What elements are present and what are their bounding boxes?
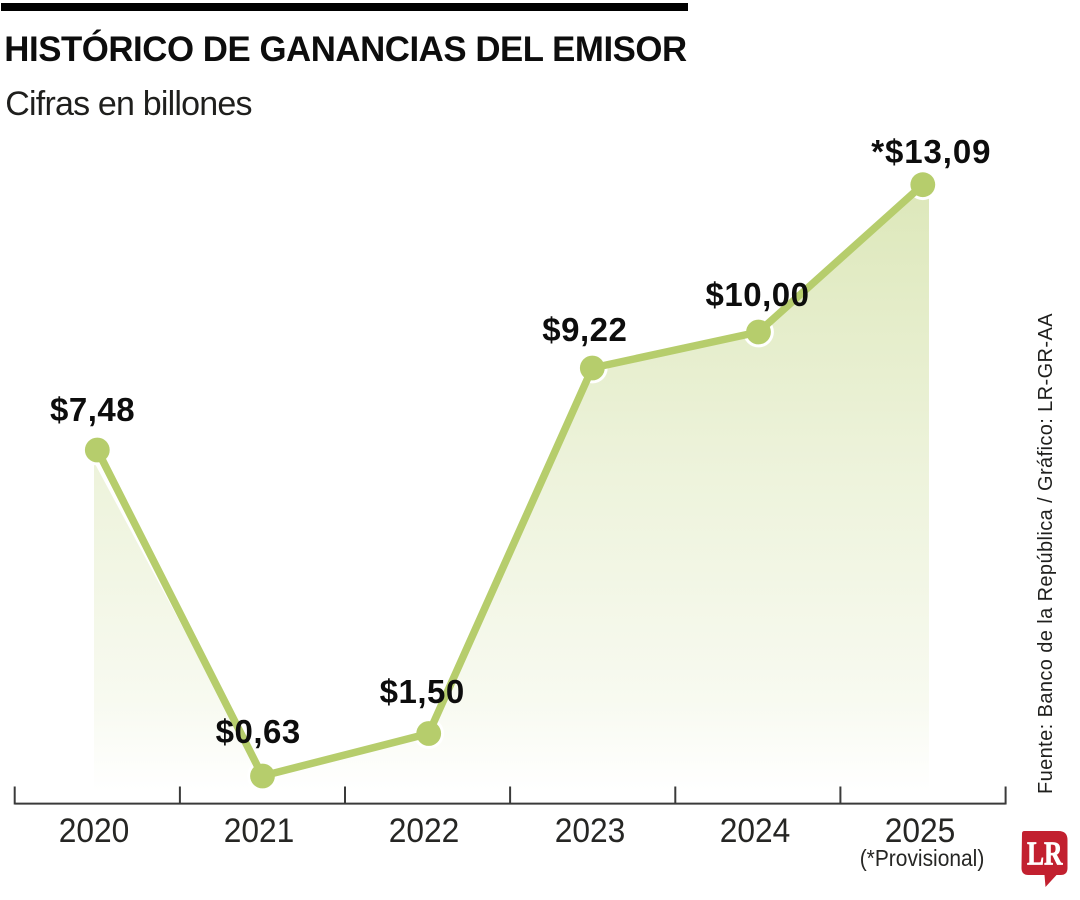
svg-text:LR: LR	[1027, 836, 1063, 873]
